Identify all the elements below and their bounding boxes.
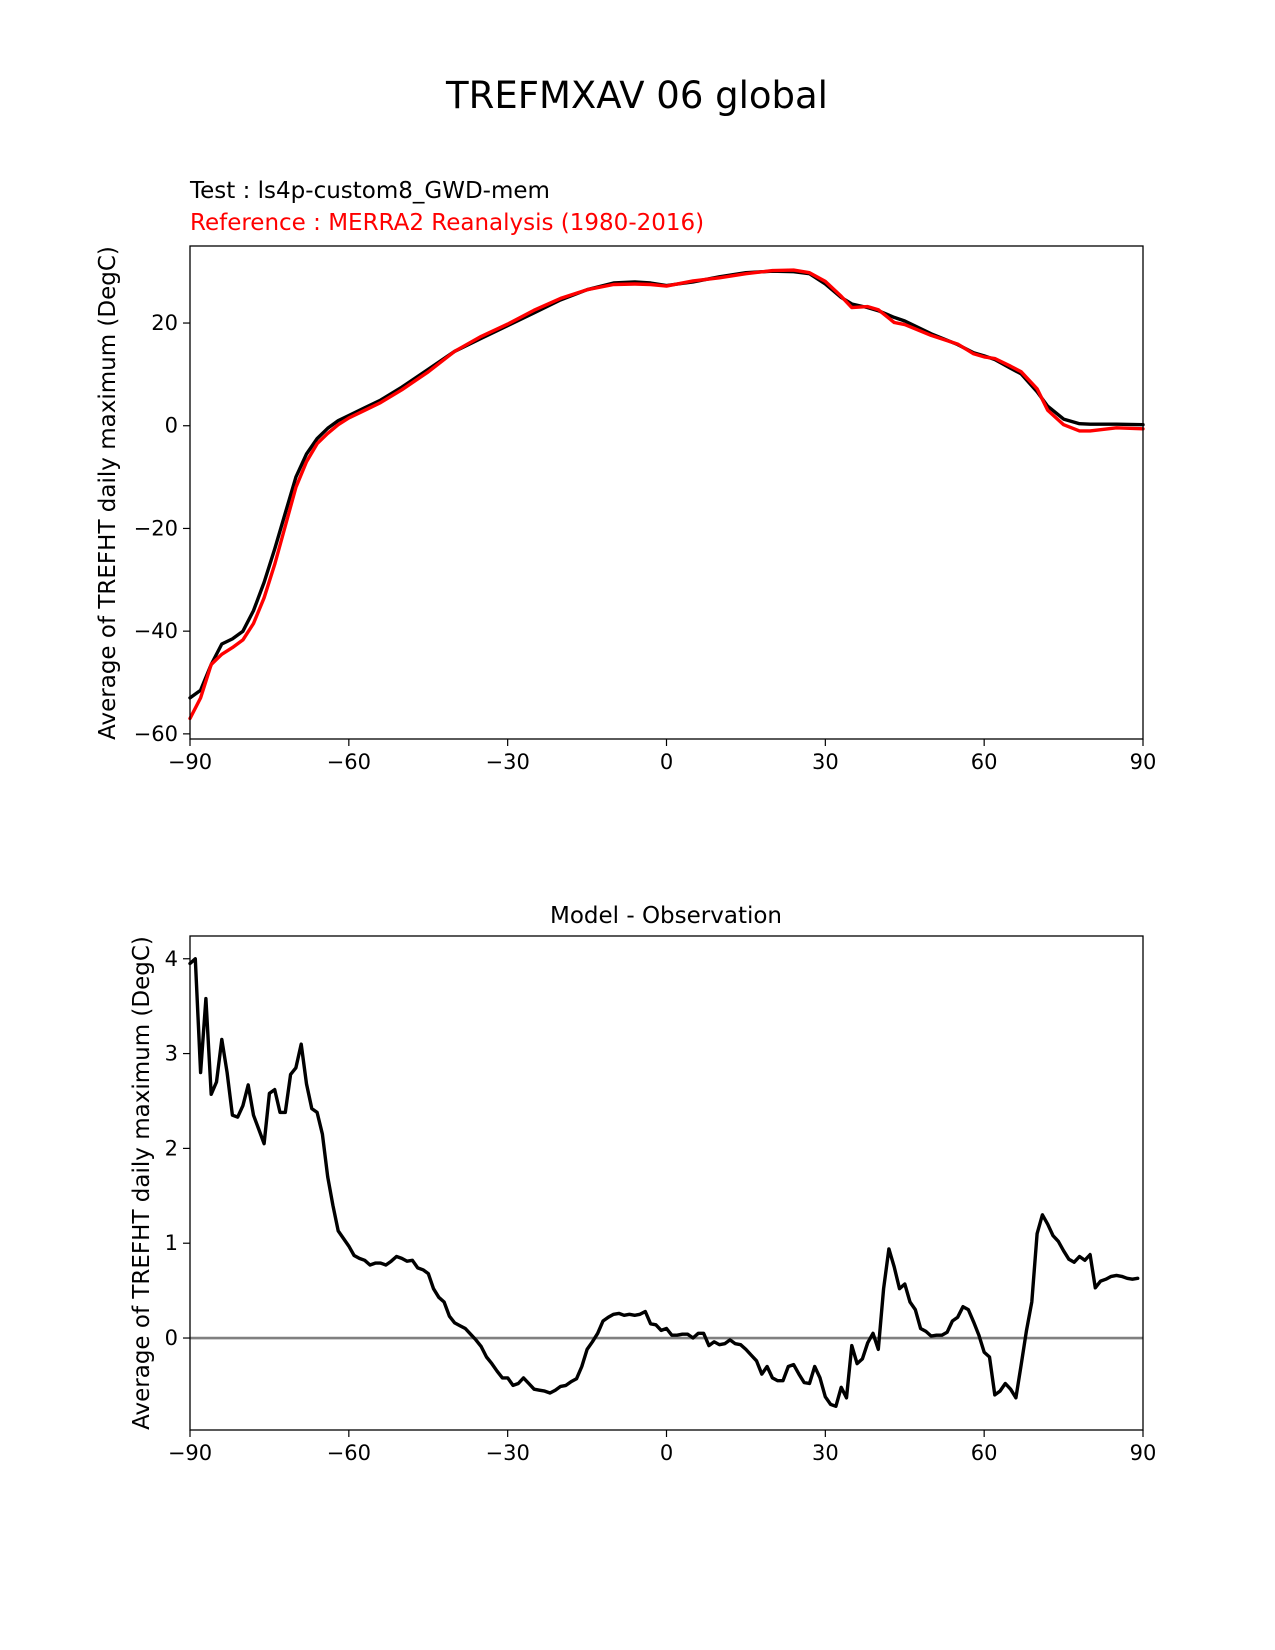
- top-axis-ticks: −90 −60 −30 0 30 60 90 −60 −40 −20 0 20: [134, 311, 1157, 774]
- bottom-x-tick-label: −30: [486, 1441, 530, 1465]
- top-y-axis-label: Average of TREFHT daily maximum (DegC): [95, 246, 121, 740]
- top-x-tick-label: 90: [1130, 750, 1157, 774]
- top-plot-frame: [189, 245, 1144, 740]
- top-y-tick-label: 20: [151, 311, 178, 335]
- top-x-tick-label: −60: [327, 750, 371, 774]
- bottom-chart-title: Model - Observation: [550, 903, 782, 929]
- top-x-tick-label: −30: [486, 750, 530, 774]
- top-x-tick-label: 30: [812, 750, 839, 774]
- bottom-y-tick-label: 4: [165, 947, 178, 971]
- top-y-tick-label: 0: [165, 414, 178, 438]
- bottom-series-line-0: [188, 957, 1140, 1409]
- bottom-x-tick-label: 90: [1130, 1441, 1157, 1465]
- bottom-y-axis-label: Average of TREFHT daily maximum (DegC): [129, 936, 155, 1430]
- bottom-plot-frame: [189, 935, 1144, 1431]
- top-x-tick-label: −90: [168, 750, 212, 774]
- top-x-tick-label: 0: [660, 750, 673, 774]
- reference-label: Reference : MERRA2 Reanalysis (1980-2016…: [190, 210, 704, 236]
- top-y-tick-label: −40: [134, 619, 178, 643]
- bottom-series-lines: [188, 957, 1143, 1409]
- bottom-y-tick-label: 2: [165, 1136, 178, 1160]
- figure-title: TREFMXAV 06 global: [445, 74, 828, 117]
- bottom-y-tick-label: 1: [165, 1231, 178, 1255]
- top-series-line-0: [188, 269, 1145, 700]
- bottom-x-tick-label: −60: [327, 1441, 371, 1465]
- top-x-tick-label: 60: [971, 750, 998, 774]
- top-chart-panel: Test : ls4p-custom8_GWD-mem Reference : …: [95, 178, 1156, 774]
- bottom-x-tick-label: 30: [812, 1441, 839, 1465]
- bottom-x-tick-label: 0: [660, 1441, 673, 1465]
- top-y-tick-label: −60: [134, 722, 178, 746]
- top-series-lines: [188, 268, 1145, 721]
- bottom-x-tick-label: −90: [168, 1441, 212, 1465]
- bottom-chart-panel: Model - Observation Average of TREFHT da…: [129, 903, 1156, 1465]
- bottom-axis-ticks: −90 −60 −30 0 30 60 90 0 1 2 3 4: [165, 947, 1157, 1465]
- bottom-x-tick-label: 60: [971, 1441, 998, 1465]
- top-y-tick-label: −20: [134, 516, 178, 540]
- bottom-y-tick-label: 0: [165, 1326, 178, 1350]
- top-series-line-1: [188, 268, 1145, 721]
- bottom-y-tick-label: 3: [165, 1042, 178, 1066]
- test-label: Test : ls4p-custom8_GWD-mem: [189, 178, 550, 204]
